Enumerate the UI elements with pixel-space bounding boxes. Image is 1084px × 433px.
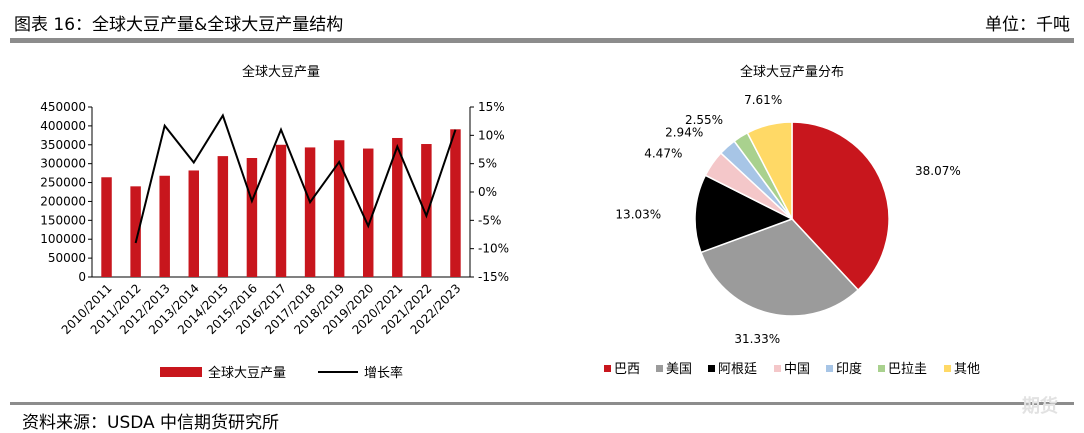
slice-label: 31.33% (734, 332, 780, 346)
growth-rate-line (134, 113, 457, 244)
slice-label: 2.55% (685, 113, 723, 127)
bar (304, 147, 316, 277)
y2-tick-label: 15% (478, 100, 505, 114)
legend-swatch (826, 365, 833, 372)
y2-tick-label: -10% (478, 242, 509, 256)
legend-bar-swatch (160, 367, 202, 377)
y2-tick-label: 0% (478, 185, 497, 199)
bottom-divider (10, 402, 1074, 405)
slice-label: 2.94% (665, 126, 703, 140)
slice-label: 38.07% (915, 164, 961, 178)
chart-title: 全球大豆产量分布 (740, 64, 844, 80)
bar (275, 144, 287, 277)
watermark: 期货 (1022, 396, 1058, 417)
y-tick-label: 200000 (40, 194, 86, 208)
chart-title: 全球大豆产量 (242, 64, 320, 80)
pie-slice (699, 218, 860, 317)
legend-swatch (708, 365, 715, 372)
pie-slice (694, 174, 794, 254)
legend-swatch (774, 365, 781, 372)
legend-label: 中国 (784, 362, 810, 377)
bar (246, 158, 258, 277)
production-chart: 全球大豆产量 0 50000 100000 150000 200000 250000 3000… (40, 64, 509, 381)
y-tick-label: 0 (78, 270, 86, 284)
distribution-pie-chart: 全球大豆产量分布 38.07% 31.33% 13.03% 4.47% 2.94%2.55… (604, 64, 980, 377)
bar (101, 177, 112, 277)
bar (333, 140, 345, 277)
unit-label: 单位：千吨 (985, 15, 1070, 35)
bar (392, 137, 403, 277)
legend-label: 美国 (666, 362, 692, 377)
legend-bar-label: 全球大豆产量 (208, 365, 286, 381)
y-tick-label: 100000 (40, 232, 86, 246)
y-tick-label: 450000 (40, 100, 86, 114)
legend-swatch (878, 365, 885, 372)
legend-label: 巴拉圭 (888, 362, 927, 377)
bar (450, 129, 461, 277)
legend-label: 阿根廷 (718, 362, 757, 377)
y2-tick-label: 5% (478, 157, 497, 171)
top-divider (10, 38, 1074, 43)
y-tick-label: 400000 (40, 119, 86, 133)
slice-label: 7.61% (744, 93, 782, 107)
y2-tick-label: 10% (478, 128, 505, 142)
bar (421, 144, 432, 277)
legend-label: 印度 (836, 361, 862, 377)
pie-slice (791, 121, 890, 292)
bar (362, 148, 374, 277)
slice-label: 13.03% (615, 207, 661, 221)
y-tick-label: 50000 (48, 251, 86, 265)
bar (217, 156, 229, 277)
bar (159, 175, 170, 277)
bar (188, 170, 200, 277)
legend-swatch (604, 365, 611, 372)
y-tick-label: 150000 (40, 213, 86, 227)
y2-tick-label: -15% (478, 270, 509, 284)
y-tick-label: 250000 (40, 176, 86, 190)
y-tick-label: 300000 (40, 157, 86, 171)
page-title: 图表 16：全球大豆产量&全球大豆产量结构 (14, 15, 344, 35)
y-tick-label: 350000 (40, 138, 86, 152)
legend-line-label: 增长率 (364, 365, 403, 381)
legend-label: 巴西 (614, 362, 640, 377)
legend-swatch (656, 365, 663, 372)
slice-label: 4.47% (644, 146, 682, 160)
source-note: 资料来源：USDA 中信期货研究所 (22, 413, 280, 433)
legend-label: 其他 (954, 362, 980, 377)
legend-swatch (944, 365, 951, 372)
pie-slice (746, 121, 793, 220)
bar (130, 186, 141, 277)
y2-tick-label: -5% (478, 213, 501, 227)
